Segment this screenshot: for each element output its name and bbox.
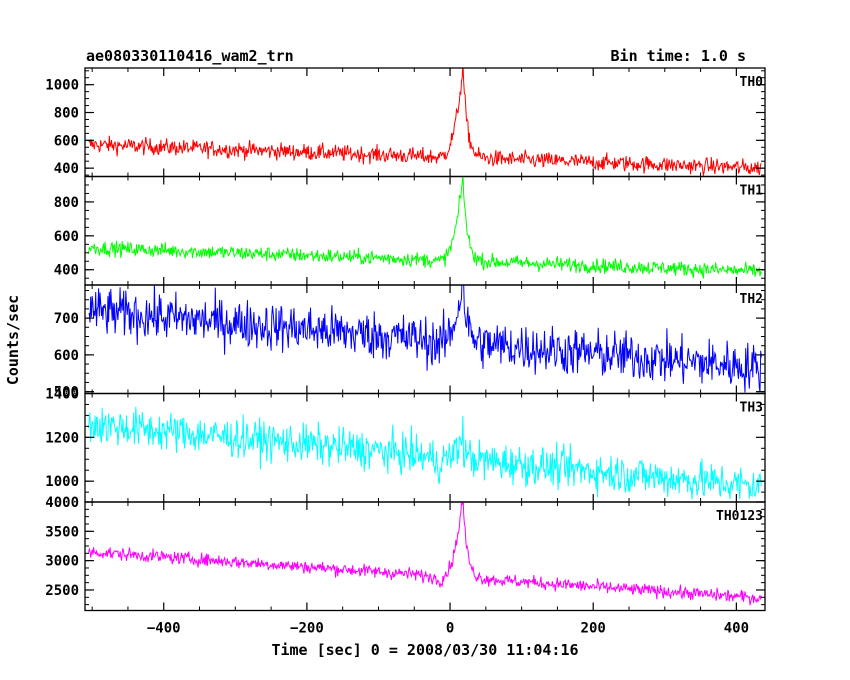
- panel-label-th3: TH3: [740, 401, 763, 416]
- y-tick-label: 700: [54, 311, 79, 327]
- series-line-th0123: [88, 502, 762, 606]
- bin-time-label: Bin time: 1.0 s: [611, 47, 746, 65]
- x-tick-label: −400: [147, 621, 181, 637]
- y-tick-label: 3000: [45, 554, 79, 570]
- x-tick-label: −200: [290, 621, 324, 637]
- series-line-th3: [88, 406, 762, 500]
- y-tick-label: 1200: [45, 430, 79, 446]
- y-tick-label: 1000: [45, 474, 79, 490]
- y-tick-label: 600: [54, 133, 79, 149]
- y-tick-label: 600: [54, 229, 79, 245]
- x-axis-label: Time [sec] 0 = 2008/03/30 11:04:16: [271, 641, 578, 659]
- y-axis-label: Counts/sec: [4, 295, 22, 385]
- panel-frame: [84, 175, 766, 286]
- panel-frame: [84, 501, 766, 612]
- panel-frame: [84, 392, 766, 503]
- y-tick-label: 800: [54, 195, 79, 211]
- chart-title: ae080330110416_wam2_trn: [86, 47, 294, 65]
- panel-th1: 400 600 800 TH1: [54, 175, 766, 286]
- y-tick-label: 4000: [45, 495, 79, 511]
- y-tick-label: 600: [54, 348, 79, 364]
- series-line-th2: [88, 285, 762, 393]
- panel-label-th0123: TH0123: [716, 509, 763, 524]
- panels-group: 400 600 800 1000 TH0 400 600 800 TH1 500 600 700 TH2…: [45, 67, 766, 612]
- x-tick-label: 200: [581, 621, 606, 637]
- x-tick-label: 400: [724, 621, 749, 637]
- panel-label-th2: TH2: [740, 292, 763, 307]
- panel-label-th0: TH0: [740, 75, 764, 90]
- panel-th3: 1000 1200 1400 TH3: [45, 387, 766, 503]
- y-tick-label: 2500: [45, 583, 79, 599]
- x-tick-label: 0: [446, 621, 454, 637]
- y-tick-label: 3500: [45, 524, 79, 540]
- panel-th0123: 2500 3000 3500 4000 TH0123: [45, 495, 766, 612]
- panel-label-th1: TH1: [740, 184, 764, 199]
- y-tick-label: 500: [54, 385, 79, 401]
- panel-th2: 500 600 700 TH2: [54, 284, 766, 401]
- series-line-th1: [88, 176, 762, 279]
- x-axis: −400 −200 0 200 400: [147, 621, 749, 637]
- y-tick-label: 800: [54, 106, 79, 122]
- y-tick-label: 1400: [45, 387, 79, 403]
- series-line-th0: [88, 68, 762, 176]
- panel-th0: 400 600 800 1000 TH0: [45, 67, 766, 177]
- y-tick-label: 400: [54, 161, 79, 177]
- y-tick-label: 1000: [45, 78, 79, 94]
- y-tick-label: 400: [54, 263, 79, 279]
